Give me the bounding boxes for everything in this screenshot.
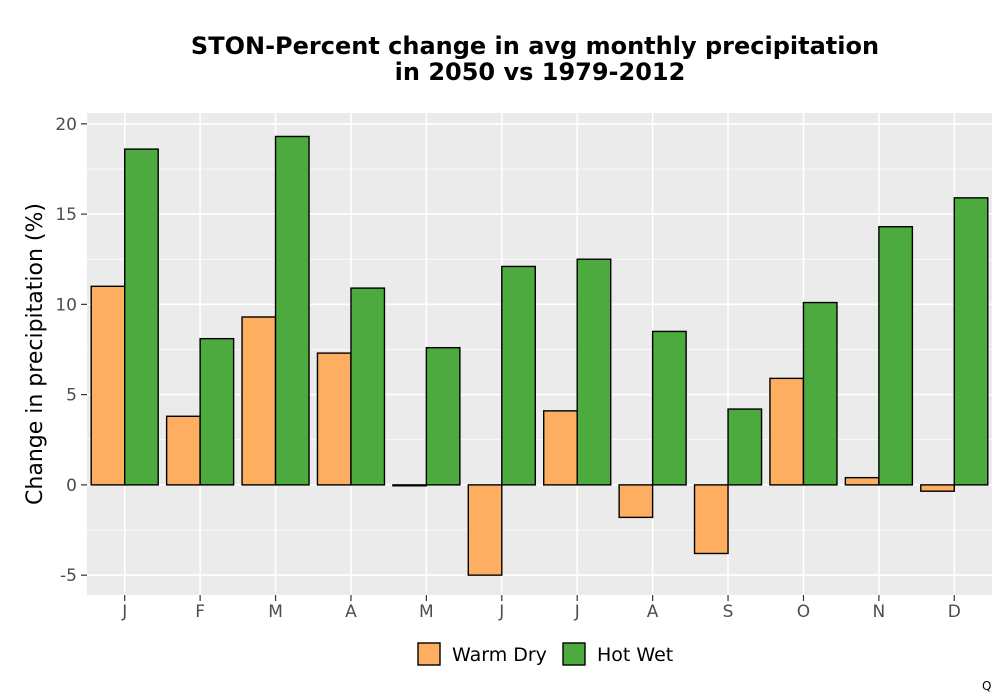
legend-key-hot-wet bbox=[562, 642, 586, 666]
bar-hot-wet-3 bbox=[350, 287, 386, 486]
y-axis-title: Change in precipitation (%) bbox=[23, 203, 48, 505]
bar-hot-wet-2 bbox=[274, 135, 310, 486]
bar-warm-dry-11 bbox=[920, 484, 955, 492]
legend-label-hot-wet: Hot Wet bbox=[597, 644, 673, 666]
x-tick-label: J bbox=[574, 602, 580, 622]
bar-hot-wet-9 bbox=[802, 301, 838, 486]
x-tick-label: O bbox=[797, 602, 810, 622]
bar-warm-dry-10 bbox=[844, 476, 880, 486]
bar-warm-dry-4 bbox=[392, 484, 428, 487]
bar-hot-wet-10 bbox=[878, 226, 914, 486]
bar-hot-wet-4 bbox=[425, 346, 461, 486]
y-tick-label: 0 bbox=[66, 476, 77, 496]
bar-warm-dry-8 bbox=[693, 484, 729, 555]
x-tick-label: D bbox=[948, 602, 961, 622]
x-tick-label: N bbox=[873, 602, 886, 622]
chart-title-line-1: STON-Percent change in avg monthly preci… bbox=[191, 32, 879, 60]
bar-hot-wet-8 bbox=[727, 408, 763, 486]
y-axis-ticks: -5 0 5 10 15 20 bbox=[55, 115, 87, 586]
x-tick-label: A bbox=[345, 602, 357, 622]
bar-hot-wet-6 bbox=[576, 258, 612, 486]
bar-hot-wet-1 bbox=[199, 337, 235, 486]
bar-warm-dry-3 bbox=[316, 352, 352, 486]
x-tick-label: A bbox=[647, 602, 659, 622]
y-tick-label: 20 bbox=[55, 115, 77, 135]
corner-mark: Q bbox=[982, 679, 991, 693]
bar-warm-dry-1 bbox=[165, 415, 201, 486]
x-tick-label: J bbox=[498, 602, 504, 622]
bar-warm-dry-2 bbox=[241, 316, 277, 486]
x-tick-label: M bbox=[419, 602, 434, 622]
x-tick-label: M bbox=[268, 602, 283, 622]
bar-warm-dry-0 bbox=[90, 285, 126, 486]
chart-title-line-2: in 2050 vs 1979-2012 bbox=[395, 58, 686, 86]
plot-panel bbox=[87, 113, 992, 595]
legend: Warm Dry Hot Wet bbox=[417, 642, 673, 666]
x-tick-label: F bbox=[195, 602, 205, 622]
bar-warm-dry-6 bbox=[543, 410, 578, 486]
bars bbox=[90, 135, 989, 576]
bar-hot-wet-11 bbox=[953, 197, 989, 486]
y-tick-label: 10 bbox=[55, 295, 77, 315]
x-tick-label: J bbox=[121, 602, 127, 622]
bar-warm-dry-5 bbox=[467, 484, 503, 576]
bar-hot-wet-5 bbox=[501, 265, 536, 486]
y-tick-label: -5 bbox=[60, 566, 77, 586]
bar-hot-wet-0 bbox=[124, 148, 159, 486]
bar-hot-wet-7 bbox=[651, 330, 687, 486]
legend-label-warm-dry: Warm Dry bbox=[452, 644, 547, 666]
bar-warm-dry-7 bbox=[618, 484, 654, 519]
y-tick-label: 5 bbox=[66, 386, 77, 406]
bar-warm-dry-9 bbox=[769, 377, 805, 486]
legend-key-warm-dry bbox=[417, 642, 441, 666]
y-tick-label: 15 bbox=[55, 205, 77, 225]
x-tick-label: S bbox=[723, 602, 734, 622]
grid-minor bbox=[87, 168, 992, 531]
